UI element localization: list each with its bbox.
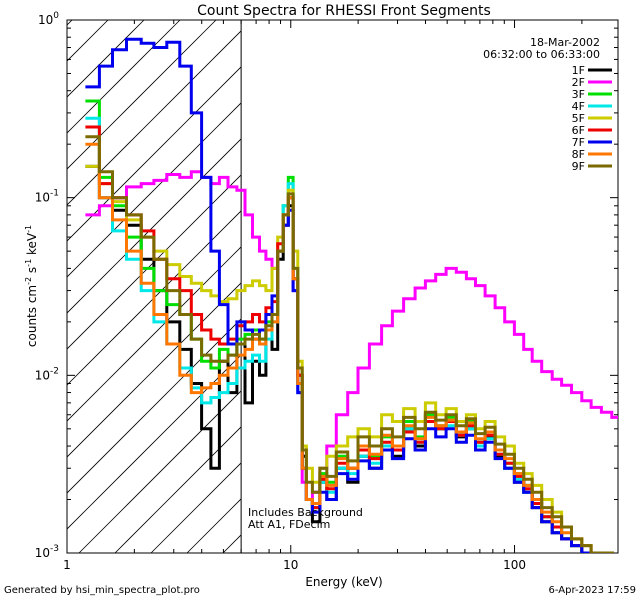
legend-label-1F: 1F	[572, 64, 585, 77]
legend-label-3F: 3F	[572, 88, 585, 101]
annotation-attenuator: Att A1, FDecim	[248, 518, 330, 531]
y-tick-label: 10-1	[35, 189, 59, 205]
legend-label-8F: 8F	[572, 148, 585, 161]
legend-label-7F: 7F	[572, 136, 585, 149]
legend-label-5F: 5F	[572, 112, 585, 125]
legend-label-4F: 4F	[572, 100, 585, 113]
hatch-line	[67, 30, 242, 206]
chart-title: Count Spectra for RHESSI Front Segments	[197, 3, 491, 19]
series-line-4F	[85, 116, 614, 553]
y-tick-label: 100	[38, 11, 59, 27]
legend-label-6F: 6F	[572, 124, 585, 137]
hatch-line	[67, 20, 217, 170]
hatch-line	[67, 282, 242, 458]
hatch-line	[150, 462, 242, 553]
hatch-line	[67, 354, 242, 530]
time-range-label: 06:32:00 to 06:33:00	[483, 48, 600, 61]
series-line-9F	[85, 135, 614, 553]
y-tick-labels: 100 10-1 10-2 10-3	[35, 11, 60, 560]
plot-frame	[66, 19, 619, 554]
y-axis-label: counts cm-2 s-1 keV-1	[24, 225, 39, 347]
y-tick-label: 10-2	[35, 366, 59, 382]
hatch-line	[67, 102, 242, 278]
axis-ticks	[66, 19, 618, 554]
hatch-line	[67, 174, 242, 350]
hatch-line	[78, 390, 242, 553]
series-line-7F	[85, 37, 614, 553]
hatch-line	[67, 246, 242, 422]
generated-by: Generated by hsi_min_spectra_plot.pro	[4, 585, 200, 596]
series-line-6F	[85, 125, 614, 553]
legend-label-2F: 2F	[572, 76, 585, 89]
x-tick-label: 10	[283, 558, 298, 572]
x-tick-label: 100	[503, 558, 526, 572]
legend-label-9F: 9F	[572, 160, 585, 173]
footer-timestamp: 6-Apr-2023 17:59	[549, 585, 636, 596]
hatch-line	[67, 20, 181, 134]
annotation-background: Includes Background	[248, 506, 363, 519]
hatch-line	[67, 210, 242, 386]
y-tick-label: 10-3	[35, 544, 59, 560]
series-lines	[85, 37, 618, 553]
x-axis-label: Energy (keV)	[305, 575, 382, 589]
hatch-line	[67, 138, 242, 314]
hatch-line	[67, 66, 242, 242]
date-label: 18-Mar-2002	[530, 36, 600, 49]
hatch-line	[67, 318, 242, 494]
x-tick-labels: 1 10 100	[63, 558, 526, 572]
hatch-line	[114, 426, 242, 553]
x-tick-label: 1	[63, 558, 71, 572]
